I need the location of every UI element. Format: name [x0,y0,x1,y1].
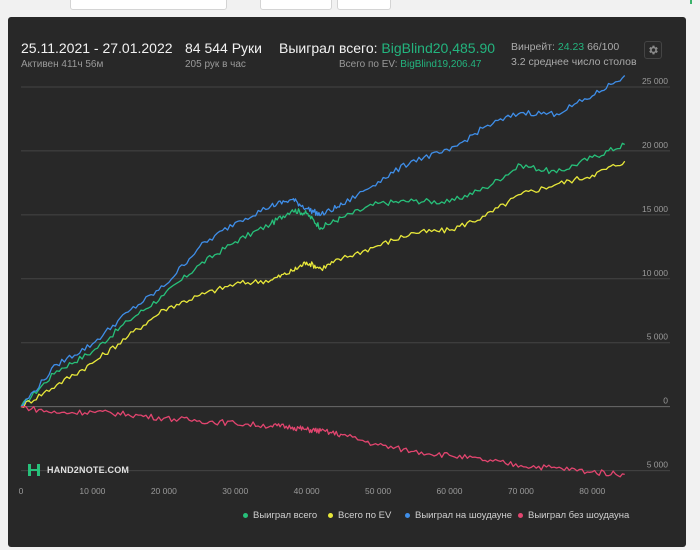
x-tick-label: 30 000 [222,486,248,496]
won-total-value: BigBlind20,485.90 [381,40,496,56]
x-tick-label: 40 000 [294,486,320,496]
x-tick-label: 20 000 [151,486,177,496]
legend-showdown[interactable]: Выиграл на шоудауне [405,510,512,521]
legend-ev[interactable]: Всего по EV [328,510,391,521]
hands-per-hour: 205 рук в час [185,59,246,70]
date-filter-input[interactable] [70,0,227,10]
graph-panel: 25.11.2021 - 27.01.2022 Активен 411ч 56м… [8,17,686,547]
legend-won-total[interactable]: Выиграл всего [243,510,317,521]
y-tick-label: 5 000 [647,332,669,342]
x-tick-label: 80 000 [579,486,605,496]
series-line-1 [20,160,626,408]
x-tick-label: 60 000 [436,486,462,496]
y-tick-label: 15 000 [642,204,668,214]
ev-total: Всего по EV: BigBlind19,206.47 [339,59,481,70]
series-line-3 [20,405,625,478]
y-tick-label: 25 000 [642,76,668,86]
winrate-value: 24.23 [557,41,585,53]
won-total: Выиграл всего: BigBlind20,485.90 [279,40,495,56]
legend-dot-icon [243,513,248,518]
active-time: Активен 411ч 56м [21,59,104,70]
winrate-tables: 66/100 [587,41,620,53]
legend-dot-icon [405,513,410,518]
x-tick-label: 50 000 [365,486,391,496]
logo-text: HAND2NOTE.COM [47,465,130,475]
legend-dot-icon [328,513,333,518]
y-tick-label: 5 000 [647,460,669,470]
legend-dot-icon [518,513,523,518]
series-line-2 [20,75,626,408]
toolbar-button-1[interactable] [260,0,332,10]
y-tick-label: 20 000 [642,140,668,150]
won-total-label: Выиграл всего: [279,40,378,56]
y-tick-label: 0 [663,396,668,406]
date-range: 25.11.2021 - 27.01.2022 [21,40,173,56]
gear-icon[interactable] [644,41,662,59]
legend-label: Всего по EV [338,510,392,521]
legend-label: Выиграл без шоудауна [528,510,630,521]
series-line-0 [20,142,626,408]
legend-no-showdown[interactable]: Выиграл без шоудауна [518,510,629,521]
hands-total: 84 544 Руки [185,40,262,56]
ev-value: BigBlind19,206.47 [400,59,482,70]
x-tick-label: 10 000 [79,486,105,496]
winrate-label: Винрейт: [511,41,555,53]
hand2note-logo-icon [28,464,40,476]
winrate: Винрейт: 24.23 66/100 [511,41,619,53]
ev-label: Всего по EV: [339,59,398,70]
hand2note-logo: HAND2NOTE.COM [27,463,129,477]
legend-label: Выиграл на шоудауне [415,510,513,521]
x-tick-label: 70 000 [508,486,534,496]
legend-label: Выиграл всего [253,510,318,521]
toolbar-accent-mark [684,0,692,4]
y-tick-label: 10 000 [642,268,668,278]
chart-plot: 5 000 0 5 000 10 000 15 000 20 000 25 000 0 10 0… [19,75,670,496]
top-toolbar-strip [0,0,700,14]
x-tick-label: 0 [19,486,24,496]
avg-tables: 3.2 среднее число столов [511,56,637,68]
toolbar-button-2[interactable] [337,0,391,10]
